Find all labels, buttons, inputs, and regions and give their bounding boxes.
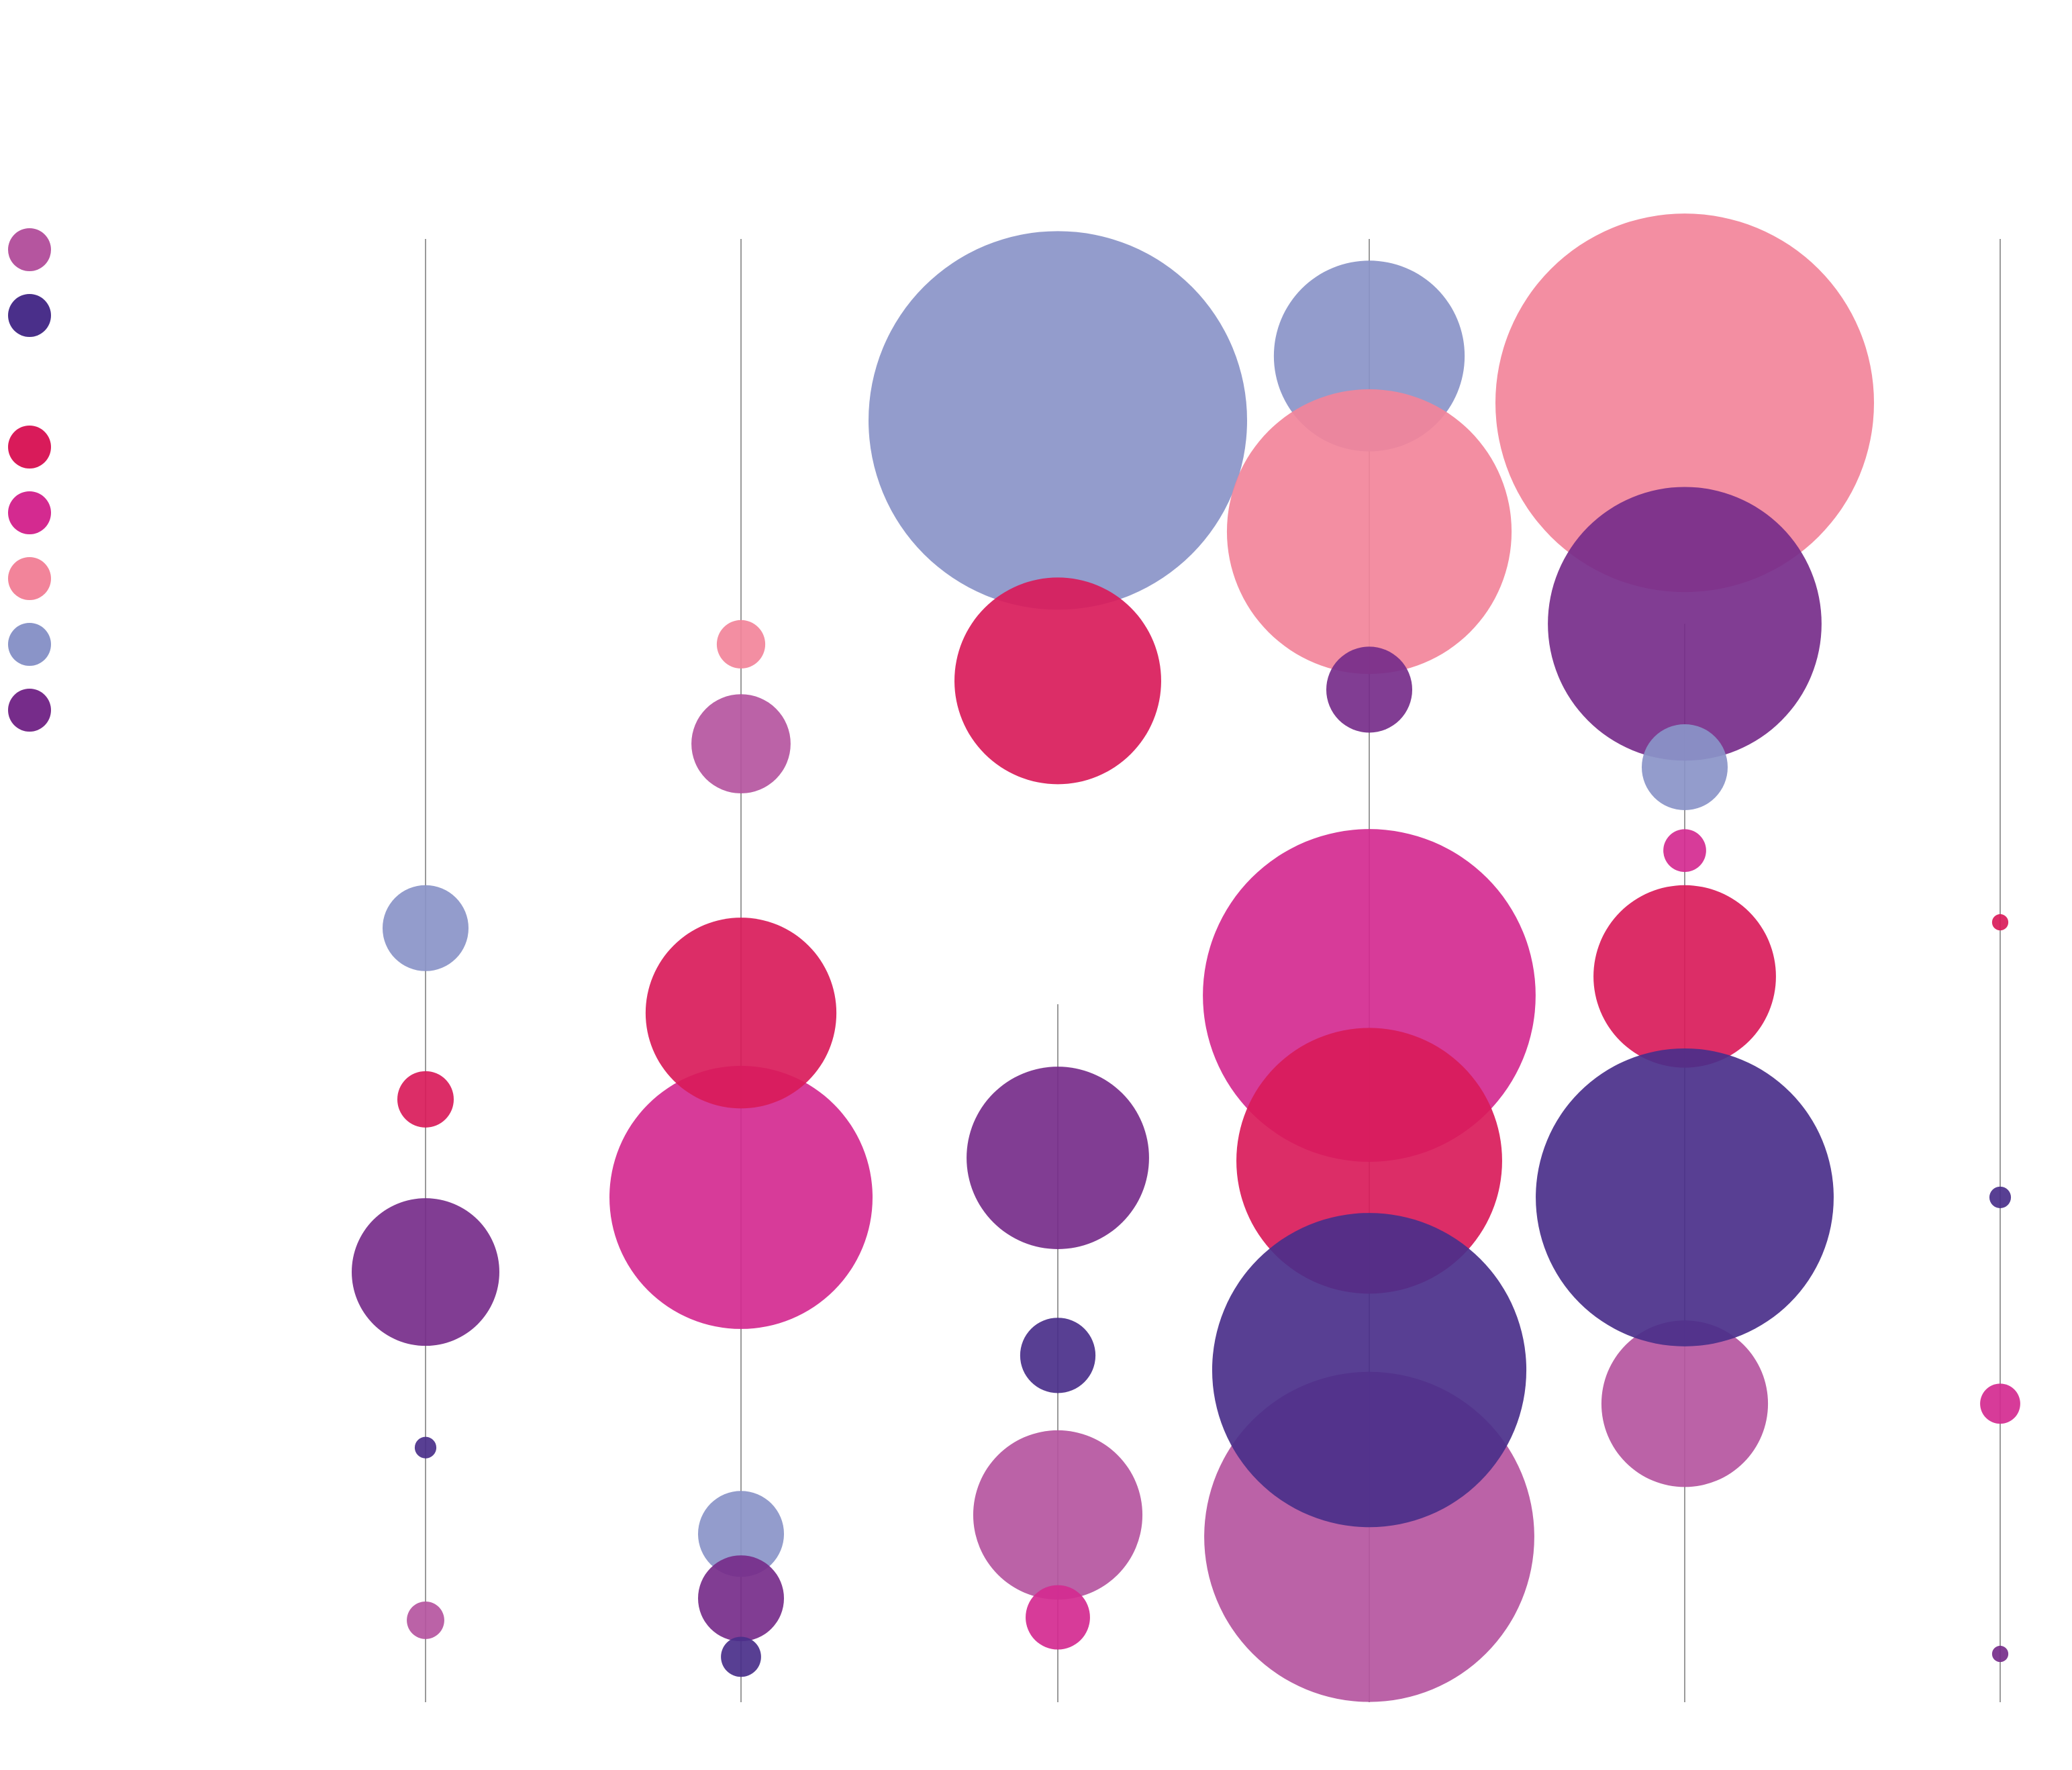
bubble-periwinkle[interactable] <box>869 231 1247 610</box>
bubble-orchid[interactable] <box>1601 1320 1769 1487</box>
legend-marker[interactable] <box>8 426 51 469</box>
bubble-crimson[interactable] <box>397 1071 454 1128</box>
bubble-magenta[interactable] <box>609 1065 873 1329</box>
bubble-purple[interactable] <box>1548 487 1822 761</box>
bubble-crimson[interactable] <box>954 577 1161 785</box>
bubble-purple[interactable] <box>967 1067 1149 1249</box>
bubble-indigo[interactable] <box>1212 1213 1527 1528</box>
bubble-indigo[interactable] <box>414 1436 437 1459</box>
bubble-crimson[interactable] <box>1593 885 1776 1068</box>
bubble-indigo[interactable] <box>721 1636 761 1677</box>
bubble-indigo[interactable] <box>1536 1048 1834 1346</box>
bubble-purple[interactable] <box>1991 1645 2009 1663</box>
bubble-orchid[interactable] <box>691 694 791 793</box>
legend-marker[interactable] <box>8 228 51 271</box>
bubble-pink[interactable] <box>1495 213 1874 593</box>
bubble-pink[interactable] <box>716 620 766 669</box>
bubble-purple[interactable] <box>1326 646 1413 733</box>
legend-marker[interactable] <box>8 557 51 600</box>
legend <box>8 228 51 732</box>
bubble-indigo[interactable] <box>1020 1318 1096 1393</box>
bubble-periwinkle[interactable] <box>1641 724 1728 810</box>
bubble-crimson[interactable] <box>645 918 837 1109</box>
bubble-magenta[interactable] <box>1980 1383 2020 1424</box>
bubbles <box>352 213 2020 1702</box>
legend-marker[interactable] <box>8 689 51 732</box>
legend-marker[interactable] <box>8 491 51 534</box>
bubble-magenta[interactable] <box>1026 1585 1090 1650</box>
bubble-magenta[interactable] <box>1663 829 1706 873</box>
bubble-periwinkle[interactable] <box>697 1491 785 1577</box>
bubble-purple[interactable] <box>697 1555 785 1642</box>
legend-marker[interactable] <box>8 294 51 337</box>
bubble-crimson[interactable] <box>1236 1028 1502 1294</box>
bubble-indigo[interactable] <box>1989 1186 2012 1208</box>
bubble-crimson[interactable] <box>1991 914 2009 931</box>
bubble-pink[interactable] <box>1226 389 1512 675</box>
bubble-orchid[interactable] <box>973 1430 1143 1600</box>
bubble-purple[interactable] <box>352 1198 499 1346</box>
bubble-orchid[interactable] <box>407 1602 444 1639</box>
bubble-periwinkle[interactable] <box>382 885 469 971</box>
legend-marker[interactable] <box>8 623 51 666</box>
